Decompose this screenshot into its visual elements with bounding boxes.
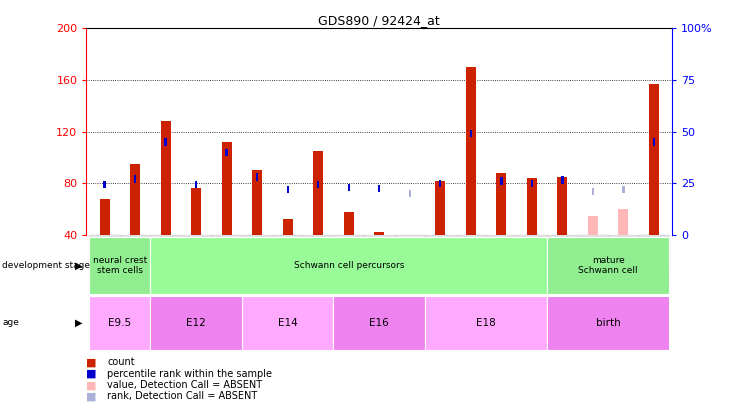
Bar <box>469 130 472 137</box>
Bar <box>592 188 594 195</box>
Bar <box>222 142 231 235</box>
Bar <box>333 296 425 350</box>
Text: Schwann cell percursors: Schwann cell percursors <box>294 261 404 270</box>
Bar <box>456 235 486 269</box>
Bar <box>225 149 228 156</box>
Bar <box>212 235 242 269</box>
Bar <box>89 237 150 294</box>
Bar <box>374 232 384 235</box>
Bar <box>496 173 506 235</box>
Bar <box>89 296 150 350</box>
Bar <box>120 235 150 269</box>
Bar <box>638 235 669 269</box>
Bar <box>192 188 201 235</box>
Text: ▶: ▶ <box>75 318 83 328</box>
Bar <box>557 177 567 235</box>
Text: value, Detection Call = ABSENT: value, Detection Call = ABSENT <box>107 380 263 390</box>
Bar <box>100 199 110 235</box>
Bar <box>252 171 262 235</box>
Bar <box>256 173 258 181</box>
Bar <box>333 235 364 269</box>
Text: E16: E16 <box>369 318 389 328</box>
Bar <box>131 164 140 235</box>
Text: count: count <box>107 358 135 367</box>
Bar <box>618 209 628 235</box>
Bar <box>150 237 547 294</box>
Bar <box>104 181 106 188</box>
Bar <box>425 235 456 269</box>
Bar <box>313 151 323 235</box>
Bar <box>344 212 354 235</box>
Bar <box>286 186 289 193</box>
Text: ▶: ▶ <box>75 260 83 270</box>
Bar <box>161 121 170 235</box>
Bar <box>378 185 381 192</box>
Text: E9.5: E9.5 <box>108 318 131 328</box>
Bar <box>588 215 598 235</box>
Bar <box>500 177 502 185</box>
Bar <box>242 235 273 269</box>
Bar <box>436 181 445 235</box>
Bar <box>409 190 411 197</box>
Bar <box>622 186 625 193</box>
Text: percentile rank within the sample: percentile rank within the sample <box>107 369 273 379</box>
Bar <box>150 296 242 350</box>
Bar <box>134 175 137 183</box>
Bar <box>425 296 547 350</box>
Text: development stage: development stage <box>2 261 90 270</box>
Bar <box>547 235 578 269</box>
Bar <box>608 235 638 269</box>
Bar <box>273 235 303 269</box>
Text: E14: E14 <box>278 318 297 328</box>
Text: E18: E18 <box>476 318 496 328</box>
Bar <box>303 235 333 269</box>
Bar <box>439 179 442 187</box>
Bar <box>164 138 167 146</box>
Text: ■: ■ <box>86 358 97 367</box>
Bar <box>242 296 333 350</box>
Bar <box>653 138 655 146</box>
Bar <box>394 235 425 269</box>
Bar <box>517 235 547 269</box>
Title: GDS890 / 92424_at: GDS890 / 92424_at <box>318 14 440 27</box>
Bar <box>578 235 608 269</box>
Bar <box>547 237 669 294</box>
Bar <box>561 177 563 184</box>
Text: age: age <box>2 318 19 328</box>
Bar <box>486 235 517 269</box>
Text: rank, Detection Call = ABSENT: rank, Detection Call = ABSENT <box>107 392 258 401</box>
Bar <box>283 220 293 235</box>
Bar <box>530 179 533 187</box>
Bar <box>150 235 181 269</box>
Text: E12: E12 <box>186 318 206 328</box>
Bar <box>364 235 394 269</box>
Text: neural crest
stem cells: neural crest stem cells <box>93 256 147 275</box>
Bar <box>89 235 120 269</box>
Bar <box>181 235 212 269</box>
Text: ■: ■ <box>86 380 97 390</box>
Bar <box>195 181 198 188</box>
Bar <box>547 296 669 350</box>
Bar <box>317 181 319 188</box>
Bar <box>527 178 537 235</box>
Text: ■: ■ <box>86 369 97 379</box>
Bar <box>348 184 350 191</box>
Bar <box>649 84 659 235</box>
Bar <box>466 67 475 235</box>
Text: ■: ■ <box>86 392 97 401</box>
Text: mature
Schwann cell: mature Schwann cell <box>578 256 638 275</box>
Text: birth: birth <box>596 318 620 328</box>
